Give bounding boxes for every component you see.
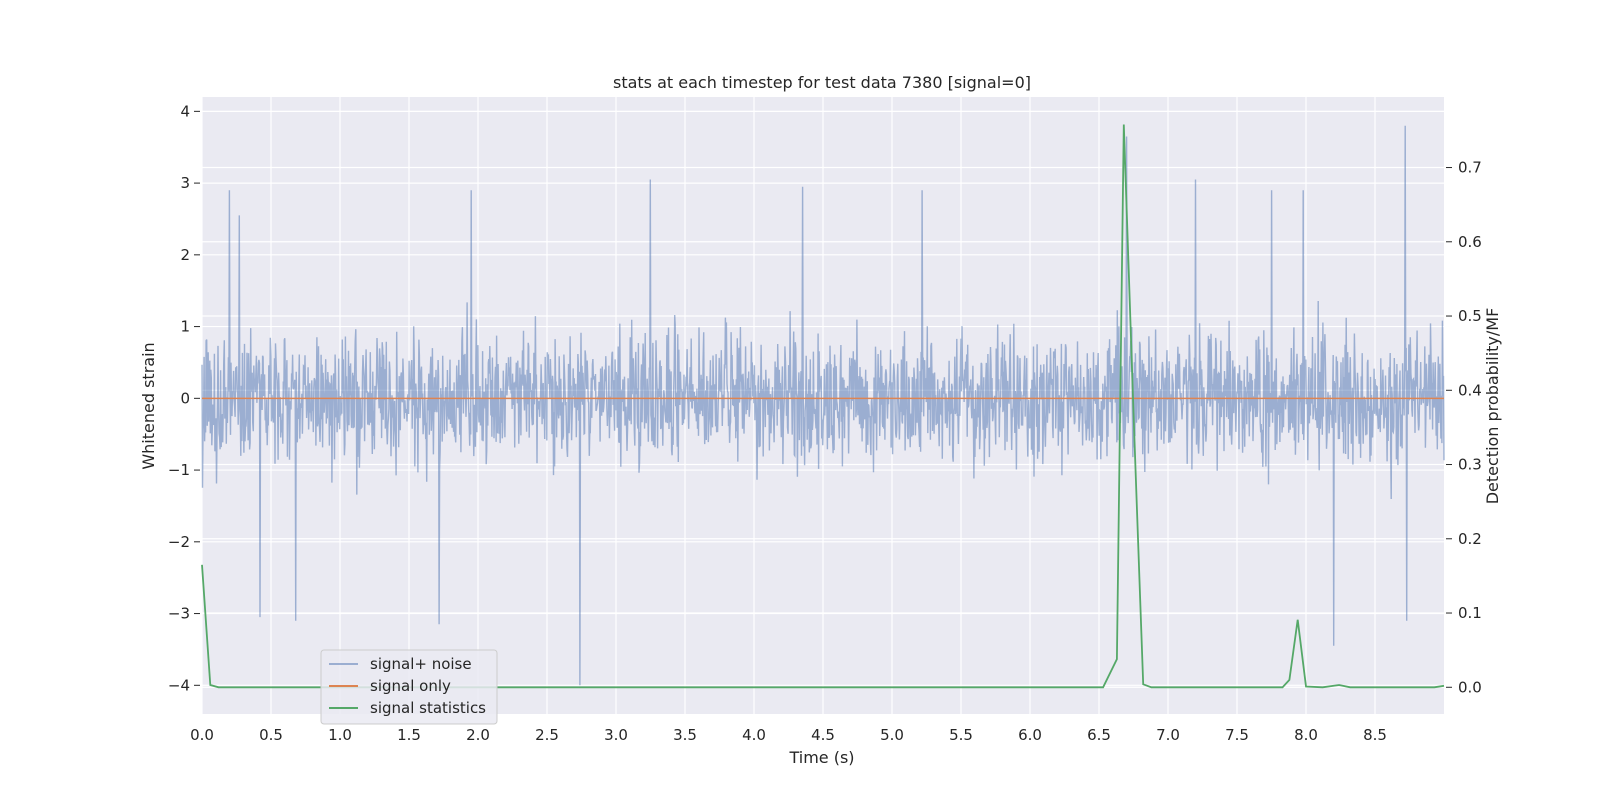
legend: signal+ noise signal only signal statist… — [320, 649, 498, 725]
x-tick-label: 6.5 — [1087, 726, 1111, 744]
x-tick-label: 8.0 — [1294, 726, 1318, 744]
y2-tick-label: 0.2 — [1458, 530, 1482, 548]
x-tick-label: 3.0 — [604, 726, 628, 744]
x-axis: 0.0 0.5 1.0 1.5 2.0 2.5 3.0 3.5 4.0 4.5 5.0 5.5 6.0 6… — [190, 726, 1387, 744]
x-axis-label: Time (s) — [788, 748, 854, 767]
series-line-signal-noise — [201, 125, 1445, 686]
y-tick-label: −4 — [168, 676, 190, 694]
x-tick-label: 5.0 — [880, 726, 904, 744]
legend-label-signal-noise: signal+ noise — [370, 655, 472, 673]
y-tick-label: −2 — [168, 533, 190, 551]
x-tick-label: 8.5 — [1363, 726, 1387, 744]
x-tick-label: 7.5 — [1225, 726, 1249, 744]
y-tick-label: 3 — [180, 174, 190, 192]
y2-tick-label: 0.0 — [1458, 678, 1482, 696]
y-tick-label: 1 — [180, 318, 190, 336]
y2-tick-label: 0.4 — [1458, 381, 1482, 399]
x-tick-label: 1.0 — [328, 726, 352, 744]
x-tick-label: 2.0 — [466, 726, 490, 744]
y-axis-left: 4 3 2 1 0 −1 −2 −3 −4 — [168, 102, 200, 694]
y-tick-label: 4 — [180, 102, 190, 120]
x-tick-label: 1.5 — [397, 726, 421, 744]
y-tick-label: −3 — [168, 605, 190, 623]
x-tick-label: 7.0 — [1156, 726, 1180, 744]
chart-title: stats at each timestep for test data 738… — [613, 73, 1031, 92]
x-tick-label: 0.5 — [259, 726, 283, 744]
x-tick-label: 2.5 — [535, 726, 559, 744]
y-tick-label: −1 — [168, 461, 190, 479]
y2-tick-label: 0.6 — [1458, 233, 1482, 251]
series-signal-statistics — [201, 124, 1445, 689]
y2-axis-label: Detection probability/MF — [1483, 308, 1502, 505]
series-line-signal-statistics — [201, 124, 1445, 689]
y-tick-label: 0 — [180, 389, 190, 407]
y2-tick-label: 0.7 — [1458, 159, 1482, 177]
y2-tick-label: 0.3 — [1458, 456, 1482, 474]
y-axis-right: 0.7 0.6 0.5 0.4 0.3 0.2 0.1 0.0 — [1446, 159, 1482, 696]
x-tick-label: 5.5 — [949, 726, 973, 744]
legend-label-signal-only: signal only — [370, 677, 451, 695]
legend-box — [320, 649, 498, 725]
x-tick-label: 0.0 — [190, 726, 214, 744]
x-tick-label: 6.0 — [1018, 726, 1042, 744]
y2-tick-label: 0.5 — [1458, 307, 1482, 325]
x-tick-label: 3.5 — [673, 726, 697, 744]
y-tick-label: 2 — [180, 246, 190, 264]
y-axis-label: Whitened strain — [139, 342, 158, 469]
series-signal-noise — [201, 125, 1445, 686]
x-tick-label: 4.0 — [742, 726, 766, 744]
legend-label-signal-statistics: signal statistics — [370, 699, 486, 717]
x-tick-label: 4.5 — [811, 726, 835, 744]
y2-tick-label: 0.1 — [1458, 604, 1482, 622]
